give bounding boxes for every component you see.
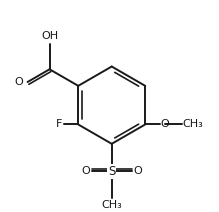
Text: F: F	[56, 120, 62, 130]
Text: CH₃: CH₃	[183, 120, 203, 130]
Text: O: O	[81, 166, 90, 176]
Text: O: O	[15, 77, 24, 87]
Text: OH: OH	[41, 31, 58, 41]
Text: CH₃: CH₃	[101, 200, 122, 210]
Text: S: S	[108, 165, 115, 178]
Text: O: O	[161, 120, 169, 130]
Text: O: O	[134, 166, 143, 176]
